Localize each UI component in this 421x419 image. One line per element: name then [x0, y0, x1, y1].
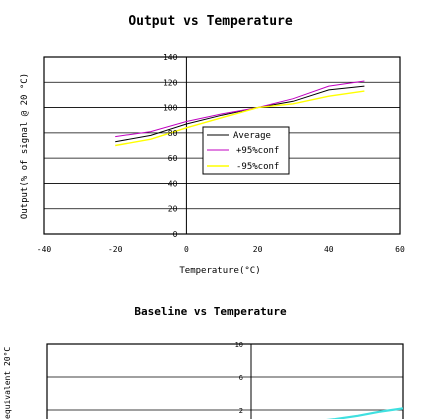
x-tick-label: 60 — [395, 245, 405, 254]
series-line-baseline — [326, 407, 404, 419]
y-tick-label: 0 — [173, 230, 178, 239]
x-axis-label: Temperature(°C) — [179, 266, 260, 276]
chart-title: Output vs Temperature — [128, 14, 293, 29]
series-line-plus95 — [115, 80, 365, 138]
legend-label-plus95: +95%conf — [236, 146, 279, 156]
chart-title-baseline: Baseline vs Temperature — [134, 305, 287, 318]
x-tick-label: 0 — [184, 245, 189, 254]
x-tick-label: -20 — [108, 245, 123, 254]
x-tick-label: -40 — [37, 245, 52, 254]
y-tick-label: 80 — [168, 129, 178, 138]
legend-label-minus95: -95%conf — [236, 162, 279, 172]
y-tick-label-baseline: 10 — [235, 341, 243, 349]
y-tick-label: 100 — [163, 104, 178, 113]
legend-label-average: Average — [233, 131, 271, 141]
x-tick-label: 40 — [324, 245, 334, 254]
y-tick-label: 40 — [168, 179, 178, 188]
series-line-average — [115, 85, 365, 143]
plot-area-border-baseline — [46, 343, 404, 419]
series-line-minus95 — [115, 90, 365, 147]
y-tick-label: 60 — [168, 154, 178, 163]
y-tick-label: 120 — [163, 78, 178, 87]
output-vs-temperature-chart: 0 20 40 60 80 100 120 140 -40 -20 0 20 40 60 Temperat… — [20, 53, 405, 276]
x-tick-label: 20 — [253, 245, 263, 254]
y-axis-label-baseline: equivalent 20°C — [3, 347, 12, 419]
y-tick-label-baseline: 6 — [239, 374, 243, 382]
legend: Average +95%conf -95%conf — [202, 126, 290, 175]
y-tick-label-baseline: 2 — [239, 407, 243, 415]
y-tick-label: 140 — [163, 53, 178, 62]
plot-area-border — [43, 56, 401, 235]
y-axis-label: Output(% of signal @ 20 °C) — [20, 73, 30, 219]
y-tick-label: 20 — [168, 205, 178, 214]
